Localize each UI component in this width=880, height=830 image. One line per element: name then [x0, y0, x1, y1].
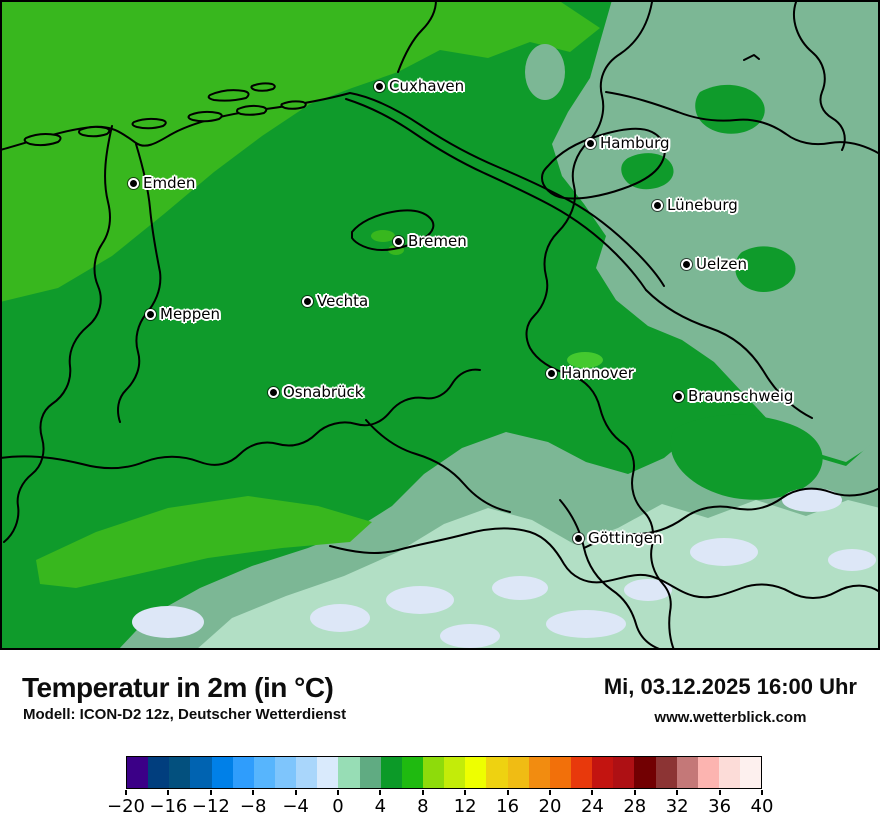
region-east-green-patch	[695, 84, 765, 134]
colorbar-segment	[549, 757, 571, 788]
colorbar-tick-label: −20	[107, 796, 145, 817]
colorbar-tick-mark	[125, 790, 127, 795]
colorbar	[126, 756, 762, 789]
colorbar-tick-mark	[209, 790, 212, 795]
colorbar-tick-label: 40	[750, 796, 774, 817]
colorbar-tick-mark	[464, 790, 467, 795]
colorbar-segment	[570, 757, 593, 788]
colorbar-ticks: −20 −16 −12 −8 −4 0 4 8 12 16 20 24 28 32 36 40	[107, 790, 773, 820]
colorbar-tick-mark	[506, 790, 509, 795]
region-pale-patch	[624, 579, 672, 601]
colorbar-tick-mark	[591, 790, 594, 795]
colorbar-tick-label: 32	[665, 796, 689, 817]
colorbar-segment	[380, 757, 402, 788]
colorbar-tick-mark	[718, 790, 721, 795]
region-bright-patch	[567, 352, 603, 368]
colorbar-segment	[148, 757, 170, 788]
colorbar-tick-label: 4	[374, 796, 387, 817]
colorbar-tick-mark	[549, 790, 551, 795]
region-pale-patch	[132, 606, 204, 638]
region-bright-patch	[371, 230, 395, 242]
colorbar-tick-label: −8	[239, 796, 267, 817]
footer-right-block: Mi, 03.12.2025 16:00 Uhr www.wetterblick…	[604, 674, 857, 726]
temperature-map-svg	[0, 0, 880, 650]
colorbar-segment	[338, 757, 360, 788]
region-pale-patch	[690, 538, 758, 566]
region-warm-band-southwest	[36, 496, 372, 588]
region-pale-patch	[440, 624, 500, 648]
colorbar-segment	[697, 757, 719, 788]
colorbar-tick-label: 12	[453, 796, 477, 817]
colorbar-segment	[634, 757, 656, 788]
colorbar-tick-label: 36	[708, 796, 732, 817]
colorbar-segment	[169, 757, 191, 788]
colorbar-segment	[253, 757, 275, 788]
colorbar-segment	[422, 757, 445, 788]
colorbar-segment	[655, 757, 677, 788]
colorbar-tick-mark	[676, 790, 679, 795]
colorbar-tick-label: −12	[191, 796, 230, 817]
colorbar-tick-label: −16	[149, 796, 188, 817]
map-border-lines	[0, 0, 880, 650]
colorbar-tick-mark	[421, 790, 424, 795]
region-pale-patch	[782, 488, 842, 512]
colorbar-tick-mark	[167, 790, 170, 795]
colorbar-tick-label: 8	[417, 796, 429, 817]
website-url: www.wetterblick.com	[654, 709, 807, 726]
region-harz-green	[670, 414, 823, 500]
colorbar-segment	[401, 757, 423, 788]
wadden-islands	[23, 82, 307, 147]
colorbar-tick-label: 0	[332, 796, 344, 817]
colorbar-tick-label: 20	[538, 796, 562, 817]
colorbar-segment	[274, 757, 297, 788]
colorbar-segment	[613, 757, 635, 788]
region-east-green-patch	[735, 246, 796, 293]
weather-map: Cuxhaven Hamburg Emden Lüneburg Bremen Uelzen…	[0, 0, 880, 650]
colorbar-segment	[359, 757, 381, 788]
colorbar-tick-label: 24	[580, 796, 604, 817]
map-frame	[0, 0, 880, 650]
colorbar-segment	[740, 757, 762, 788]
colorbar-segment	[592, 757, 614, 788]
region-pale-patch	[386, 586, 454, 614]
region-pale-patch	[546, 610, 626, 638]
colorbar-tick-mark	[761, 790, 763, 795]
colorbar-tick-label: 16	[496, 796, 520, 817]
colorbar-segment	[317, 757, 339, 788]
region-east-cool	[552, 0, 880, 462]
colorbar-segment	[444, 757, 466, 788]
region-pale-patch	[492, 576, 548, 600]
colorbar-segment	[486, 757, 508, 788]
region-cool-patch	[525, 44, 565, 100]
region-east-green-patch	[621, 153, 674, 190]
model-info: Modell: ICON-D2 12z, Deutscher Wetterdie…	[23, 706, 347, 723]
colorbar-segment	[465, 757, 487, 788]
colorbar-segment	[232, 757, 254, 788]
colorbar-tick-mark	[337, 790, 339, 795]
colorbar-tick-mark	[252, 790, 255, 795]
colorbar-tick-mark	[633, 790, 636, 795]
forecast-datetime: Mi, 03.12.2025 16:00 Uhr	[603, 674, 857, 699]
colorbar-tick-mark	[379, 790, 382, 795]
region-pale-patch	[310, 604, 370, 632]
colorbar-tick-label: −4	[282, 796, 309, 817]
colorbar-tick-mark	[294, 790, 297, 795]
map-title: Temperatur in 2m (in °C)	[22, 672, 334, 703]
colorbar-segment	[676, 757, 698, 788]
colorbar-segment	[127, 757, 149, 788]
colorbar-tick-label: 28	[623, 796, 647, 817]
region-pale-patch	[828, 549, 876, 571]
colorbar-segment	[507, 757, 529, 788]
colorbar-segment	[718, 757, 741, 788]
colorbar-segment	[528, 757, 550, 788]
colorbar-segment	[211, 757, 233, 788]
colorbar-segment	[296, 757, 318, 788]
region-north-sea-warm	[0, 0, 600, 302]
colorbar-segment	[190, 757, 212, 788]
